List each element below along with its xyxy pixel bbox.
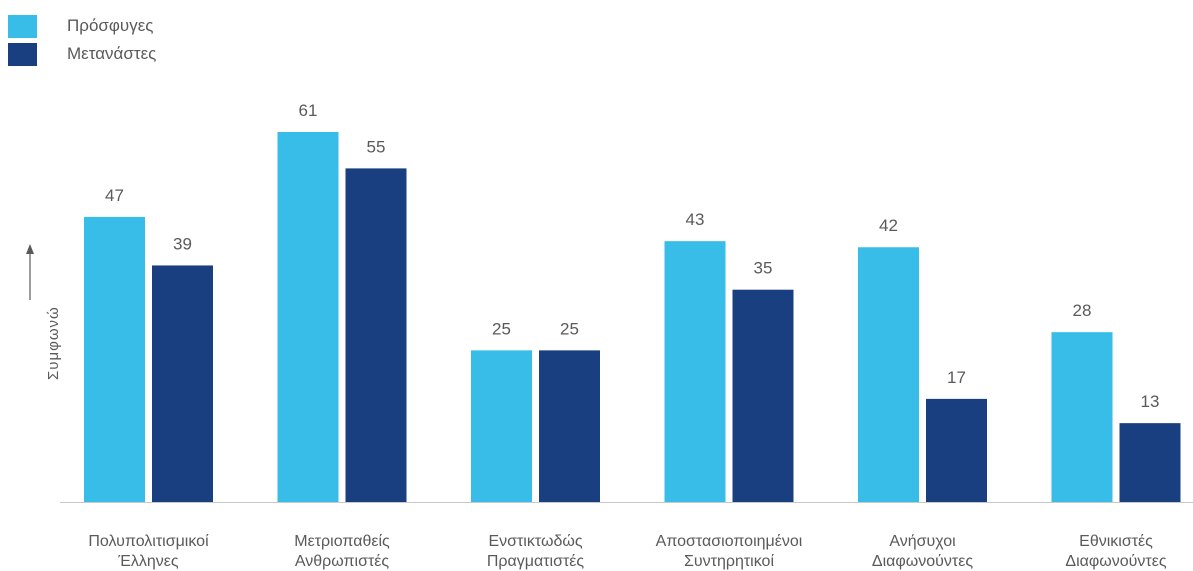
data-label-migrants-5: 13	[1141, 392, 1160, 411]
category-label-0-line-1: Έλληνες	[117, 553, 179, 570]
category-label-1-line-1: Ανθρωπιστές	[295, 553, 390, 570]
bar-refugees-5	[1051, 332, 1113, 502]
category-label-4-line-1: Διαφωνούντες	[872, 553, 973, 570]
bar-migrants-2	[539, 350, 600, 502]
bar-migrants-1	[345, 168, 407, 503]
bar-refugees-3	[664, 241, 726, 502]
legend-item-migrants: Μετανάστες	[8, 40, 156, 68]
data-label-refugees-0: 47	[105, 186, 124, 205]
data-label-refugees-3: 43	[686, 210, 705, 229]
legend-swatch-migrants	[8, 42, 37, 66]
bar-migrants-3	[732, 289, 794, 502]
legend-label-refugees: Πρόσφυγες	[67, 16, 154, 35]
category-label-5-line-1: Διαφωνούντες	[1065, 553, 1166, 570]
category-label-3-line-0: Αποστασιοποιημένοι	[656, 533, 803, 550]
category-label-5-line-0: Εθνικιστές	[1079, 533, 1153, 550]
category-label-3-line-1: Συντηρητικοί	[684, 553, 774, 570]
data-label-refugees-4: 42	[879, 216, 898, 235]
legend-item-refugees: Πρόσφυγες	[8, 12, 156, 40]
data-label-refugees-5: 28	[1073, 301, 1092, 320]
bar-refugees-0	[84, 216, 145, 502]
category-label-1-line-0: Μετριοπαθείς	[294, 533, 390, 550]
bar-refugees-2	[471, 350, 532, 502]
category-label-4-line-0: Ανήσυχοι	[889, 533, 956, 550]
data-label-refugees-1: 61	[299, 101, 318, 120]
legend-label-migrants: Μετανάστες	[67, 44, 157, 63]
category-label-0-line-0: Πολυπολιτισμικοί	[88, 533, 209, 550]
data-label-migrants-0: 39	[173, 234, 192, 253]
data-label-migrants-3: 35	[754, 259, 773, 278]
data-label-migrants-1: 55	[367, 137, 386, 156]
data-label-migrants-4: 17	[947, 368, 966, 387]
legend-swatch-refugees	[8, 14, 37, 38]
category-label-2-line-1: Πραγματιστές	[487, 553, 585, 570]
bar-migrants-4	[926, 398, 987, 502]
bar-refugees-1	[277, 132, 339, 502]
data-label-migrants-2: 25	[560, 319, 579, 338]
data-label-refugees-2: 25	[492, 319, 511, 338]
bar-migrants-0	[152, 265, 213, 502]
bar-migrants-5	[1119, 423, 1181, 502]
y-axis-arrow-head	[26, 244, 34, 254]
bar-refugees-4	[858, 247, 919, 502]
category-label-2-line-0: Ενστικτωδώς	[488, 533, 582, 550]
legend: Πρόσφυγες Μετανάστες	[8, 12, 156, 68]
